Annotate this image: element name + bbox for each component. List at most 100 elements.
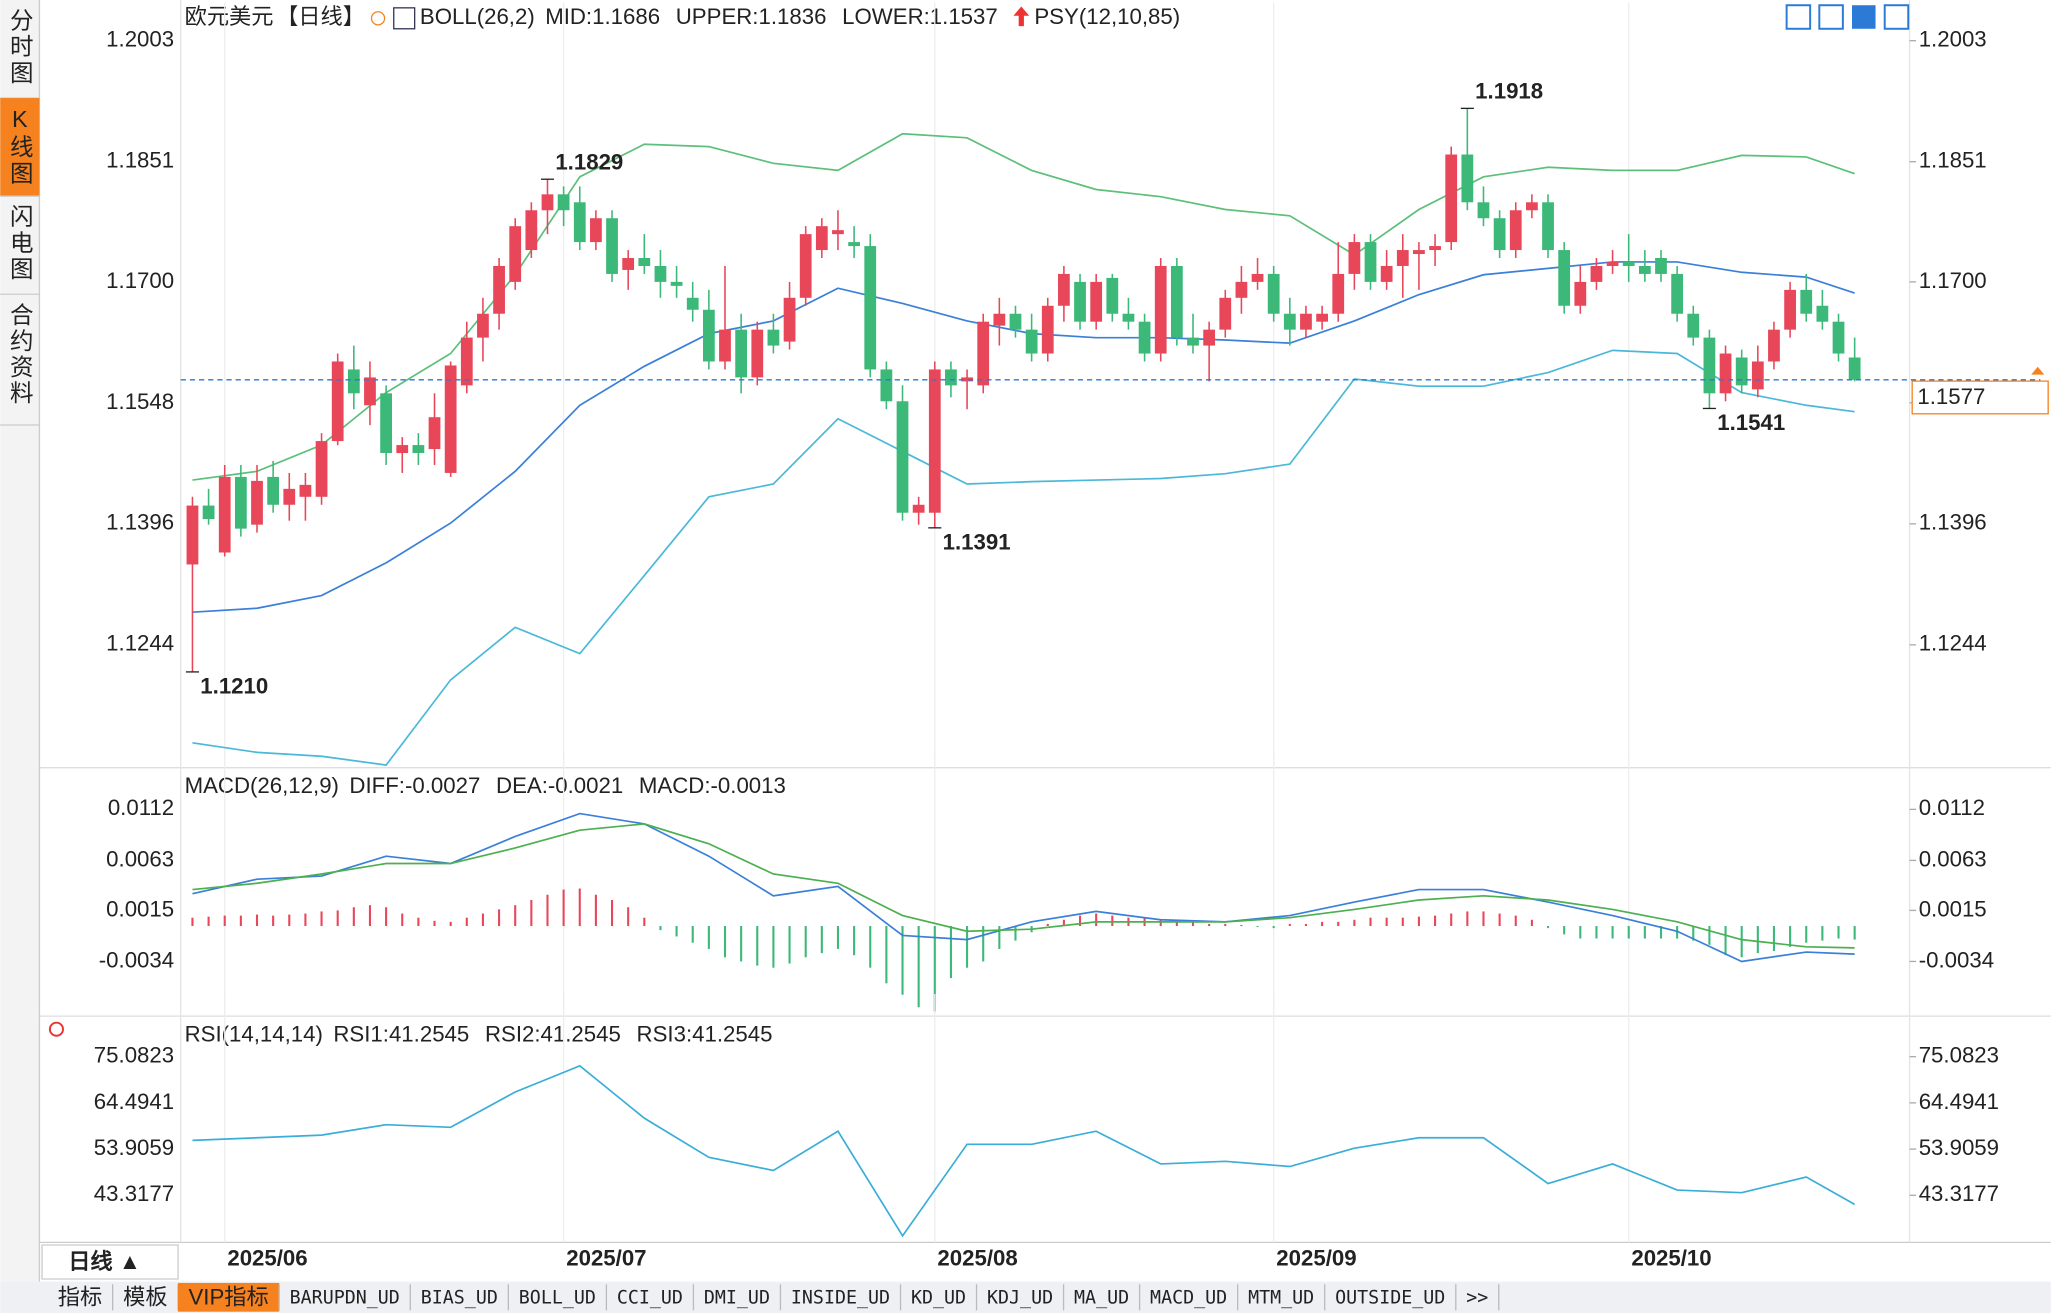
candle-body [622, 258, 635, 270]
candle-body [1800, 289, 1813, 314]
legend-text: 欧元美元 [185, 4, 274, 29]
candle-body [1154, 265, 1167, 354]
toolbar-icons [1785, 4, 1910, 30]
legend-text: LOWER:1.1537 [842, 4, 998, 29]
candle-body [977, 321, 990, 386]
candle-body [1348, 242, 1361, 274]
icon[interactable] [1785, 4, 1812, 30]
indicator-tab[interactable]: BARUPDN_UD [290, 1288, 400, 1309]
y-tick-label: 1.1244 [106, 631, 174, 656]
indicator-tab[interactable]: KDJ_UD [987, 1288, 1053, 1309]
side-tab[interactable]: K线图 [7, 106, 33, 187]
candle-body [1106, 277, 1119, 314]
y-tick-label-right: 1.2003 [1919, 27, 1987, 52]
legend-text: MID:1.1686 [545, 4, 660, 29]
y-tick-label-right: 1.1700 [1919, 268, 1987, 293]
y-tick-label-right: 0.0063 [1919, 846, 1987, 871]
legend-text: 【日线】 [276, 4, 365, 29]
settings-icon[interactable] [48, 1021, 64, 1037]
candle-body [719, 329, 731, 362]
legend-text: RSI1:41.2545 [333, 1022, 469, 1047]
candle-body [1671, 273, 1684, 314]
candle-body [1832, 321, 1845, 354]
extreme-label: 1.1829 [555, 149, 623, 174]
y-tick-label: 1.1700 [106, 268, 174, 293]
candle-body [606, 218, 618, 274]
candle-body [767, 329, 780, 346]
candle-body [880, 369, 893, 402]
candle-body [412, 445, 425, 454]
candle-body [993, 313, 1006, 326]
x-tick-label: 2025/07 [566, 1245, 646, 1270]
legend-text: DEA:-0.0021 [496, 773, 623, 798]
icon[interactable] [1883, 4, 1910, 30]
candle-body [735, 329, 748, 378]
candle-body [331, 361, 344, 442]
candle-body [1719, 353, 1732, 394]
candle-body [218, 476, 231, 553]
candle-body [815, 226, 828, 251]
candle-body [186, 505, 199, 565]
candle-body [525, 210, 538, 251]
candle-body [1751, 361, 1764, 390]
candle-body [1219, 297, 1232, 330]
indicator-tab[interactable]: OUTSIDE_UD [1335, 1288, 1445, 1309]
indicator-tab[interactable]: 指标 [58, 1284, 102, 1309]
candle-body [1413, 250, 1425, 255]
legend-text: DIFF:-0.0027 [349, 773, 480, 798]
candle-body [364, 377, 376, 406]
side-tab[interactable]: 闪电图 [7, 204, 33, 283]
candle-body [1735, 357, 1748, 386]
indicator-tab[interactable]: VIP指标 [188, 1284, 268, 1309]
x-tick-label: 2025/10 [1631, 1245, 1711, 1270]
period-box [41, 1244, 179, 1280]
y-tick-label-right: 1.1244 [1919, 631, 1987, 656]
candle-body [1493, 218, 1506, 251]
candle-body [1848, 357, 1861, 380]
candle-body [686, 297, 699, 310]
candle-body [460, 337, 473, 386]
indicator-tab[interactable]: INSIDE_UD [791, 1288, 890, 1309]
candle-body [1574, 281, 1587, 306]
candle-body [1138, 321, 1151, 354]
candle-body [283, 488, 296, 505]
side-tab[interactable]: 分时图 [7, 8, 33, 87]
indicator-tab[interactable]: KD_UD [911, 1288, 966, 1309]
y-tick-label: 1.1851 [106, 148, 174, 173]
candle-body [799, 234, 812, 298]
indicator-tab[interactable]: BIAS_UD [421, 1288, 498, 1309]
candle-body [1655, 258, 1667, 274]
x-tick-label: 2025/08 [937, 1245, 1017, 1270]
indicator-tab[interactable]: CCI_UD [617, 1288, 683, 1309]
arrow-icon [1013, 6, 1030, 27]
y-tick-label: 1.1548 [106, 389, 174, 414]
candle-body [848, 242, 860, 247]
candle-body [1041, 305, 1054, 354]
candle-body [444, 365, 457, 473]
icon[interactable] [1852, 5, 1876, 29]
y-tick-label-right: 1.1851 [1919, 148, 1987, 173]
period-selector[interactable]: 日线 ▲ [68, 1248, 141, 1274]
y-tick-label-right: -0.0034 [1919, 947, 1994, 972]
candle-body [380, 393, 392, 454]
candle-body [945, 369, 957, 386]
indicator-tab[interactable]: BOLL_UD [519, 1288, 596, 1309]
indicator-tab[interactable]: MACD_UD [1150, 1288, 1227, 1309]
indicator-tab[interactable]: MA_UD [1074, 1288, 1129, 1309]
indicator-tab[interactable]: 模板 [123, 1284, 167, 1309]
candle-body [509, 226, 522, 282]
icon[interactable] [1818, 4, 1844, 30]
tab-active [0, 98, 40, 197]
indicator-tab[interactable]: >> [1466, 1288, 1488, 1309]
indicator-tab[interactable]: MTM_UD [1248, 1288, 1314, 1309]
indicator-line [192, 812, 1855, 963]
y-tick-label: 1.2003 [106, 27, 174, 52]
indicator-tab[interactable]: DMI_UD [704, 1288, 770, 1309]
add-icon[interactable] [370, 11, 386, 26]
side-tab[interactable]: 合约资料 [7, 302, 34, 407]
legend-text: RSI(14,14,14) [185, 1022, 323, 1047]
candle-body [1025, 329, 1038, 354]
candle-body [896, 401, 909, 513]
candle-body [1429, 246, 1441, 251]
y-tick-label: 53.9059 [94, 1135, 174, 1160]
